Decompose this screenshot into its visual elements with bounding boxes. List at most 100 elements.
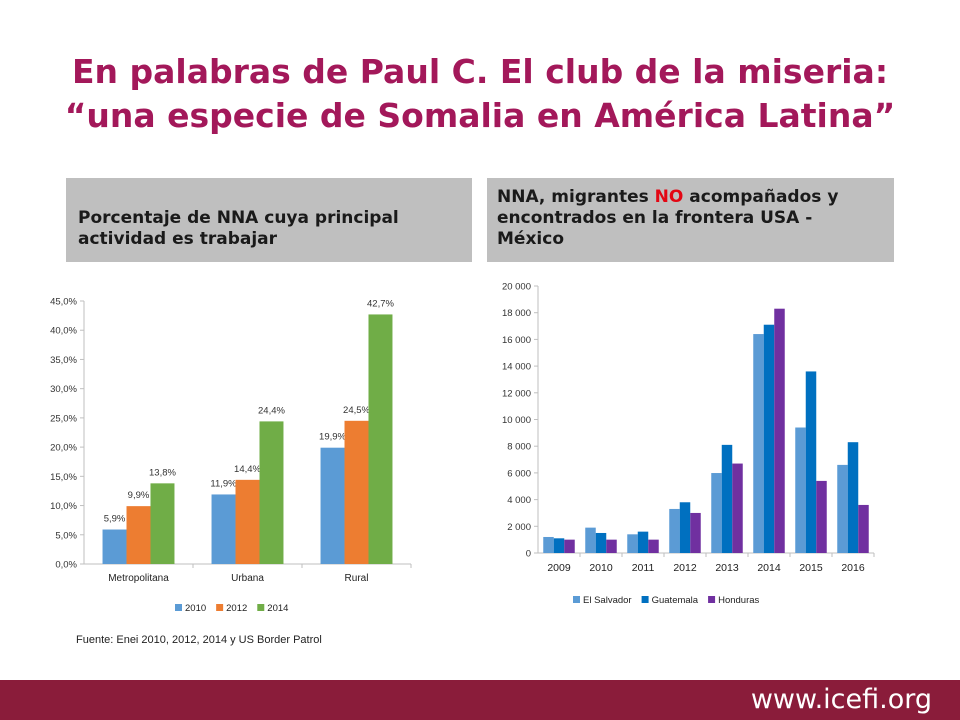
bar-guatemala-2009: [553, 538, 565, 553]
bar-el-salvador-2012: [669, 508, 680, 553]
bar-el-salvador-2011: [627, 534, 638, 553]
y-tick-label: 25,0%: [50, 413, 77, 424]
y-tick-label: 45,0%: [50, 297, 77, 308]
x-tick-label: Metropolitana: [108, 573, 169, 584]
bar-guatemala-2010: [595, 532, 607, 553]
right-panel-header-pre: NNA, migrantes: [497, 187, 655, 207]
migrants-bar-chart: 0 2 000 4 000 6 000 8 000 10 000 12 000 14 000 1…: [502, 282, 875, 606]
bar-el-salvador-2014: [753, 334, 764, 553]
bar-honduras-2009: [564, 539, 575, 553]
data-label: 13,8%: [149, 467, 176, 478]
bar-el-salvador-2010: [585, 527, 596, 553]
legend-swatch: [573, 596, 580, 603]
data-label: 14,4%: [234, 464, 261, 475]
data-label: 24,4%: [258, 405, 285, 416]
x-tick-label: 2015: [799, 562, 823, 574]
left-panel-header: Porcentaje de NNA cuya principal activid…: [66, 178, 472, 262]
y-tick-label: 10,0%: [50, 501, 77, 512]
y-tick-label: 18 000: [502, 308, 531, 319]
data-label: 24,5%: [343, 405, 370, 416]
y-tick-label: 20 000: [502, 282, 531, 293]
y-tick-label: 40,0%: [50, 326, 77, 337]
y-tick-label: 12 000: [502, 388, 531, 399]
footer-url: www.icefi.org: [750, 684, 932, 715]
data-label: 5,9%: [104, 514, 126, 525]
right-panel-header-post: acompañados y encontrados en la frontera…: [497, 187, 839, 249]
legend-swatch: [175, 604, 182, 611]
bar-guatemala-2015: [805, 371, 817, 553]
bar-2014-rural: [368, 314, 393, 564]
slide-title-line-2: “una especie de Somalia en América Latin…: [64, 96, 896, 135]
bar-2010-urbana: [211, 494, 236, 564]
slide-title-line-1: En palabras de Paul C. El club de la mis…: [71, 52, 889, 91]
y-tick-label: 14 000: [502, 362, 531, 373]
bar-honduras-2016: [858, 504, 869, 553]
bar-2010-metropolitana: [102, 529, 127, 564]
bar-honduras-2014: [774, 308, 785, 553]
legend-label: Honduras: [718, 595, 759, 606]
x-tick-label: 2009: [547, 562, 571, 574]
bar-honduras-2012: [690, 512, 701, 553]
y-tick-label: 0: [526, 549, 531, 560]
bar-guatemala-2014: [763, 324, 775, 553]
bar-el-salvador-2009: [543, 536, 554, 553]
x-tick-label: 2014: [757, 562, 781, 574]
bar-el-salvador-2016: [837, 464, 848, 553]
bar-2010-rural: [320, 447, 345, 564]
y-tick-label: 2 000: [507, 522, 531, 533]
bar-honduras-2010: [606, 539, 617, 553]
x-tick-label: Rural: [345, 573, 369, 584]
bar-2012-rural: [344, 420, 369, 564]
legend-label: El Salvador: [583, 595, 632, 606]
y-tick-label: 6 000: [507, 468, 531, 479]
bar-guatemala-2016: [847, 442, 859, 553]
y-tick-label: 30,0%: [50, 384, 77, 395]
x-tick-label: 2011: [632, 562, 655, 574]
footer-bar: www.icefi.org: [0, 680, 960, 720]
y-tick-label: 0,0%: [55, 560, 77, 571]
work-percentage-bar-chart: 0,0% 5,0% 10,0% 15,0% 20,0% 25,0% 30,0% 35,0% 40…: [50, 297, 412, 614]
left-panel-header-text: Porcentaje de NNA cuya principal activid…: [78, 208, 399, 249]
right-panel-header: NNA, migrantes NO acompañados y encontra…: [487, 178, 894, 262]
y-tick-label: 5,0%: [55, 530, 77, 541]
legend-label: 2012: [226, 603, 247, 614]
y-tick-label: 20,0%: [50, 443, 77, 454]
legend-label: Guatemala: [652, 595, 699, 606]
legend-label: 2010: [185, 603, 206, 614]
y-tick-label: 35,0%: [50, 355, 77, 366]
bar-honduras-2015: [816, 480, 827, 553]
bar-2014-metropolitana: [150, 483, 175, 564]
y-tick-label: 8 000: [507, 442, 531, 453]
legend-label: 2014: [267, 603, 288, 614]
data-label: 9,9%: [128, 490, 150, 501]
slide-title: En palabras de Paul C. El club de la mis…: [0, 50, 960, 138]
data-label: 19,9%: [319, 432, 346, 443]
y-tick-label: 4 000: [507, 495, 531, 506]
x-tick-label: 2010: [589, 562, 613, 574]
bar-honduras-2013: [732, 463, 743, 553]
bar-guatemala-2011: [637, 531, 649, 553]
data-label: 11,9%: [210, 478, 237, 489]
x-tick-label: 2012: [673, 562, 697, 574]
data-label: 42,7%: [367, 298, 394, 309]
bar-el-salvador-2013: [711, 473, 722, 553]
right-panel-header-highlight: NO: [654, 187, 684, 207]
y-tick-label: 10 000: [502, 415, 531, 426]
bar-2014-urbana: [259, 421, 284, 564]
y-tick-label: 15,0%: [50, 472, 77, 483]
bar-el-salvador-2015: [795, 427, 806, 553]
legend-swatch: [216, 604, 224, 611]
y-tick-label: 16 000: [502, 335, 531, 346]
x-tick-label: Urbana: [231, 573, 264, 584]
x-tick-label: 2016: [841, 562, 865, 574]
source-note: Fuente: Enei 2010, 2012, 2014 y US Borde…: [76, 634, 322, 646]
bar-2012-urbana: [235, 479, 260, 564]
x-tick-label: 2013: [715, 562, 739, 574]
bar-honduras-2011: [648, 539, 659, 553]
bar-guatemala-2013: [721, 444, 733, 553]
legend-swatch: [641, 596, 649, 603]
legend-swatch: [708, 596, 716, 603]
legend-swatch: [257, 604, 265, 611]
bar-guatemala-2012: [679, 502, 691, 553]
bar-2012-metropolitana: [126, 506, 151, 564]
